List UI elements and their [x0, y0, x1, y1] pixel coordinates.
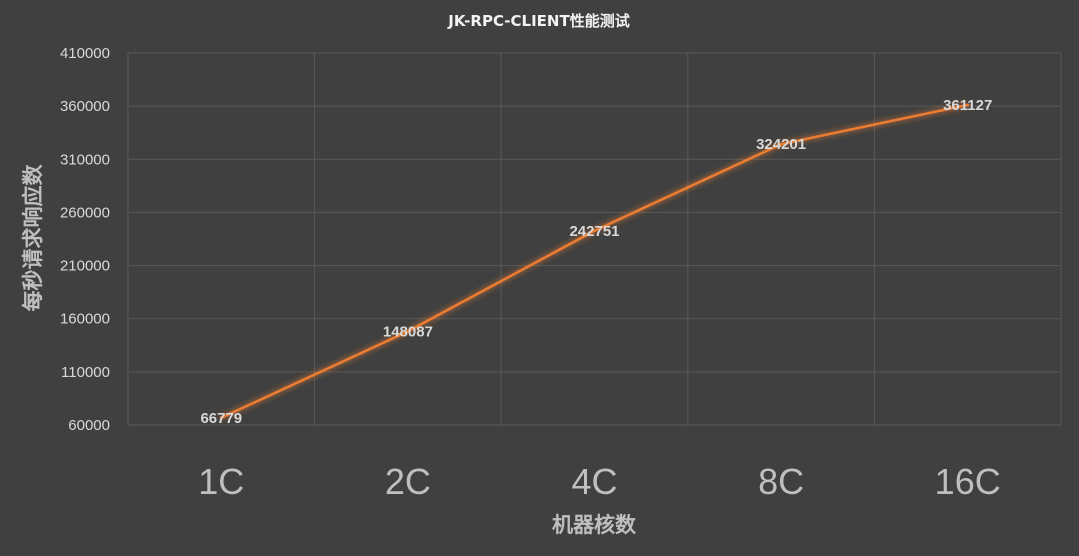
data-point [219, 416, 223, 420]
data-label: 242751 [569, 223, 619, 240]
data-labels: 66779 148087 242751 324201 361127 [200, 97, 992, 427]
x-tick-label: 2C [385, 461, 431, 502]
grid-lines [127, 52, 1062, 426]
x-axis-label: 机器核数 [552, 513, 637, 537]
data-label: 148087 [383, 323, 433, 340]
x-tick-label: 16C [935, 461, 1001, 502]
data-label: 324201 [756, 136, 806, 153]
x-tick-label: 1C [198, 461, 244, 502]
y-tick-label: 260000 [60, 204, 110, 221]
y-tick-label: 110000 [61, 364, 110, 381]
data-point [779, 142, 783, 146]
data-label: 361127 [943, 97, 992, 114]
series-line [220, 103, 968, 419]
x-tick-label: 4C [571, 461, 617, 502]
chart-title: JK-RPC-CLIENT性能测试 [447, 12, 629, 30]
y-tick-label: 360000 [60, 98, 110, 115]
data-point [406, 329, 410, 333]
y-tick-label: 310000 [60, 151, 110, 168]
y-axis-ticks: 60000 110000 160000 210000 260000 310000 36000… [60, 45, 110, 434]
y-axis-label: 每秒请求响应数 [21, 164, 45, 312]
y-tick-label: 410000 [60, 45, 110, 62]
x-tick-label: 8C [758, 461, 804, 502]
data-label: 66779 [200, 410, 242, 427]
x-axis-ticks: 1C 2C 4C 8C 16C [198, 461, 1000, 502]
data-point [593, 229, 596, 233]
data-point [966, 103, 970, 107]
y-tick-label: 160000 [60, 311, 110, 328]
y-tick-label: 210000 [60, 258, 110, 275]
y-tick-label: 60000 [68, 417, 110, 434]
series-layer [219, 103, 970, 420]
